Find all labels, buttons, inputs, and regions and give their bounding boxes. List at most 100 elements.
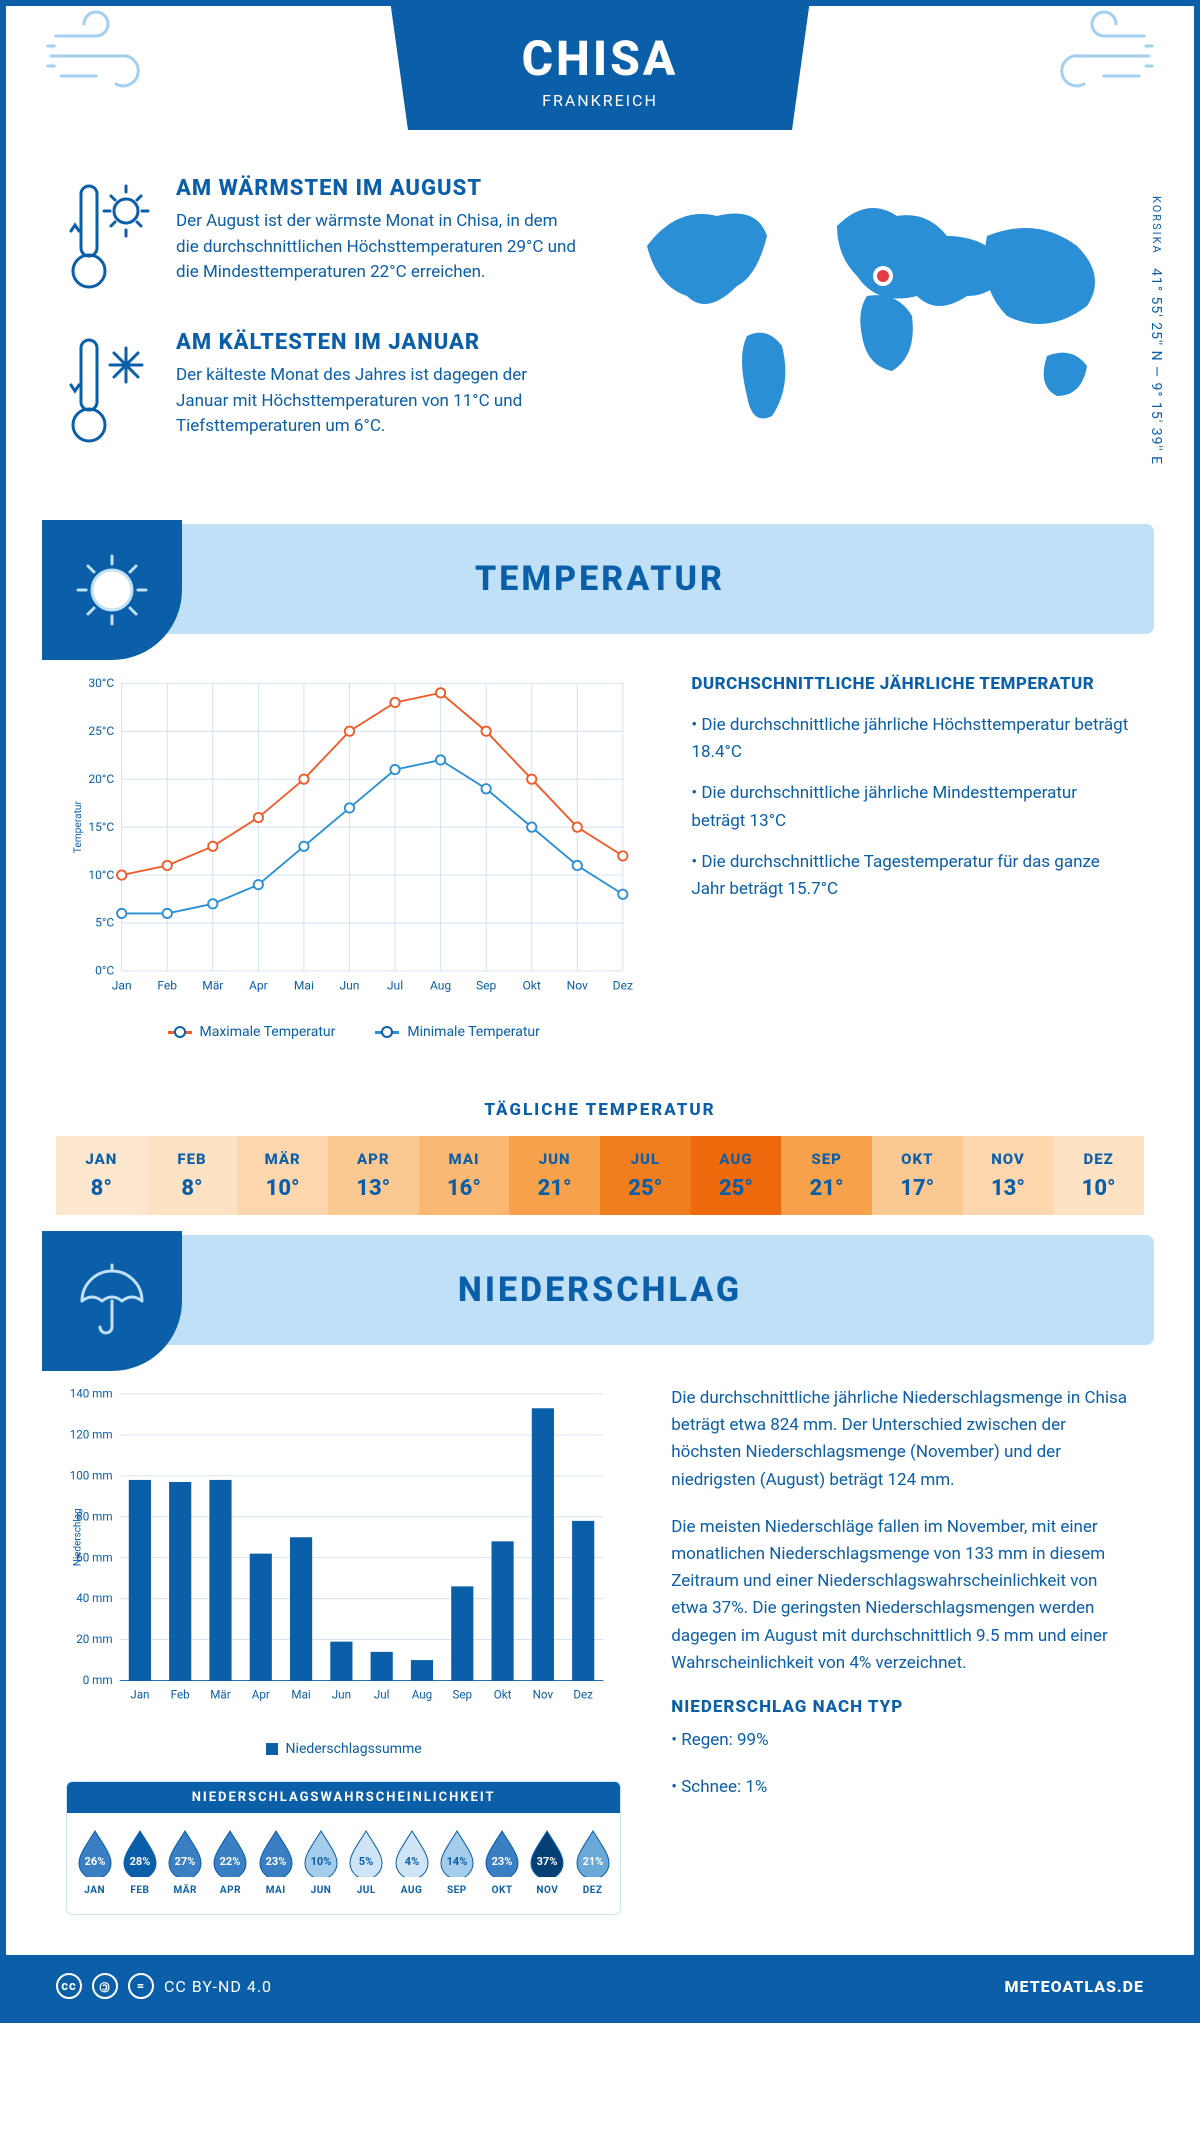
precip-probability-box: NIEDERSCHLAGSWAHRSCHEINLICHKEIT 26%JAN28…: [66, 1781, 621, 1915]
drop-item: 5%JUL: [345, 1827, 388, 1896]
intro-section: AM WÄRMSTEN IM AUGUST Der August ist der…: [6, 136, 1194, 514]
cc-icon: cc: [56, 1973, 82, 1999]
svg-text:Apr: Apr: [249, 979, 268, 993]
fact-warm-title: AM WÄRMSTEN IM AUGUST: [176, 176, 580, 201]
svg-text:0 mm: 0 mm: [83, 1673, 113, 1687]
temp-chart-svg: 0°C5°C10°C15°C20°C25°C30°CJanFebMärAprMa…: [66, 674, 641, 1008]
svg-text:100 mm: 100 mm: [70, 1469, 113, 1483]
svg-text:28%: 28%: [130, 1855, 151, 1868]
svg-text:Jul: Jul: [374, 1688, 390, 1702]
daily-temp-strip: JAN8°FEB8°MÄR10°APR13°MAI16°JUN21°JUL25°…: [56, 1136, 1144, 1215]
drop-item: 4%AUG: [390, 1827, 433, 1896]
cc-license: cc 🄯 = CC BY-ND 4.0: [56, 1973, 272, 1999]
svg-text:15°C: 15°C: [88, 820, 114, 834]
svg-text:Mär: Mär: [202, 979, 223, 993]
temp-cell: JUN21°: [509, 1136, 600, 1215]
page-subtitle: FRANKREICH: [300, 91, 900, 110]
svg-text:23%: 23%: [492, 1855, 513, 1868]
svg-text:0°C: 0°C: [95, 964, 114, 978]
precip-text: Die durchschnittliche jährliche Niedersc…: [671, 1385, 1134, 1915]
svg-text:Mai: Mai: [291, 1688, 310, 1702]
drop-item: 37%NOV: [526, 1827, 569, 1896]
temp-cell: APR13°: [328, 1136, 419, 1215]
svg-text:5°C: 5°C: [95, 916, 114, 930]
facts-column: AM WÄRMSTEN IM AUGUST Der August ist der…: [66, 176, 580, 484]
wind-icon: [46, 6, 166, 106]
drop-title: NIEDERSCHLAGSWAHRSCHEINLICHKEIT: [67, 1782, 620, 1813]
page-title: CHISA: [300, 30, 900, 87]
by-icon: 🄯: [92, 1973, 118, 1999]
temp-cell: OKT17°: [872, 1136, 963, 1215]
svg-text:20°C: 20°C: [88, 772, 114, 786]
svg-text:40 mm: 40 mm: [76, 1591, 112, 1605]
svg-text:Sep: Sep: [452, 1688, 472, 1702]
temperature-line-chart: 0°C5°C10°C15°C20°C25°C30°CJanFebMärAprMa…: [66, 674, 641, 1040]
svg-text:Nov: Nov: [567, 979, 588, 993]
precipitation-bar-chart: 0 mm20 mm40 mm60 mm80 mm100 mm120 mm140 …: [66, 1385, 621, 1757]
svg-text:Okt: Okt: [494, 1688, 512, 1702]
banner-temperature: TEMPERATUR: [46, 524, 1154, 634]
svg-text:22%: 22%: [220, 1855, 241, 1868]
svg-text:14%: 14%: [446, 1855, 467, 1868]
world-map-svg: [620, 176, 1134, 436]
temp-cell: SEP21°: [781, 1136, 872, 1215]
svg-text:Aug: Aug: [430, 979, 451, 993]
temp-cell: MÄR10°: [237, 1136, 328, 1215]
drop-item: 23%MAI: [254, 1827, 297, 1896]
drop-item: 22%APR: [209, 1827, 252, 1896]
precipitation-body: 0 mm20 mm40 mm60 mm80 mm100 mm120 mm140 …: [6, 1375, 1194, 1955]
svg-text:21%: 21%: [582, 1855, 603, 1868]
drop-item: 10%JUN: [299, 1827, 342, 1896]
svg-text:Jan: Jan: [112, 979, 132, 993]
fact-warmest: AM WÄRMSTEN IM AUGUST Der August ist der…: [66, 176, 580, 300]
sun-icon: [42, 520, 182, 660]
temp-cell: FEB8°: [147, 1136, 238, 1215]
temp-info-title: DURCHSCHNITTLICHE JÄHRLICHE TEMPERATUR: [691, 674, 1134, 694]
svg-text:Jun: Jun: [339, 979, 359, 993]
svg-text:Mai: Mai: [294, 979, 314, 993]
drop-item: 27%MÄR: [164, 1827, 207, 1896]
svg-text:Dez: Dez: [573, 1688, 593, 1702]
daily-temp-title: TÄGLICHE TEMPERATUR: [6, 1100, 1194, 1120]
temp-cell: JUL25°: [600, 1136, 691, 1215]
svg-text:4%: 4%: [404, 1855, 418, 1868]
precip-left: 0 mm20 mm40 mm60 mm80 mm100 mm120 mm140 …: [66, 1385, 621, 1915]
svg-text:Nov: Nov: [533, 1688, 554, 1702]
drop-item: 28%FEB: [118, 1827, 161, 1896]
svg-text:Niederschlag: Niederschlag: [72, 1508, 83, 1566]
svg-text:37%: 37%: [537, 1855, 558, 1868]
thermometer-sun-icon: [66, 176, 156, 300]
temp-cell: JAN8°: [56, 1136, 147, 1215]
temperature-body: 0°C5°C10°C15°C20°C25°C30°CJanFebMärAprMa…: [6, 664, 1194, 1070]
thermometer-snow-icon: [66, 330, 156, 454]
temp-cell: AUG25°: [691, 1136, 782, 1215]
drop-item: 26%JAN: [73, 1827, 116, 1896]
svg-text:120 mm: 120 mm: [70, 1428, 113, 1442]
nd-icon: =: [128, 1973, 154, 1999]
drop-item: 21%DEZ: [571, 1827, 614, 1896]
svg-text:Mär: Mär: [210, 1688, 230, 1702]
temp-legend: Maximale Temperatur Minimale Temperatur: [66, 1024, 641, 1040]
banner-title-precip: NIEDERSCHLAG: [458, 1270, 742, 1310]
svg-text:Okt: Okt: [523, 979, 541, 993]
svg-text:Temperatur: Temperatur: [73, 800, 84, 853]
svg-text:Jun: Jun: [332, 1688, 351, 1702]
banner-title-temp: TEMPERATUR: [475, 559, 725, 599]
svg-text:Sep: Sep: [476, 979, 497, 993]
svg-text:10°C: 10°C: [88, 868, 114, 882]
header-row: CHISA FRANKREICH: [6, 6, 1194, 136]
svg-text:23%: 23%: [265, 1855, 286, 1868]
svg-text:Jan: Jan: [130, 1688, 149, 1702]
temperature-info: DURCHSCHNITTLICHE JÄHRLICHE TEMPERATUR •…: [691, 674, 1134, 1040]
fact-warm-text: Der August ist der wärmste Monat in Chis…: [176, 209, 580, 286]
svg-text:Jul: Jul: [387, 979, 403, 993]
fact-coldest: AM KÄLTESTEN IM JANUAR Der kälteste Mona…: [66, 330, 580, 454]
fact-cold-title: AM KÄLTESTEN IM JANUAR: [176, 330, 580, 355]
svg-text:26%: 26%: [84, 1855, 105, 1868]
umbrella-icon: [42, 1231, 182, 1371]
drop-item: 23%OKT: [480, 1827, 523, 1896]
precip-legend: Niederschlagssumme: [66, 1741, 621, 1757]
temp-cell: MAI16°: [419, 1136, 510, 1215]
title-banner: CHISA FRANKREICH: [300, 0, 900, 130]
svg-text:Apr: Apr: [252, 1688, 270, 1702]
